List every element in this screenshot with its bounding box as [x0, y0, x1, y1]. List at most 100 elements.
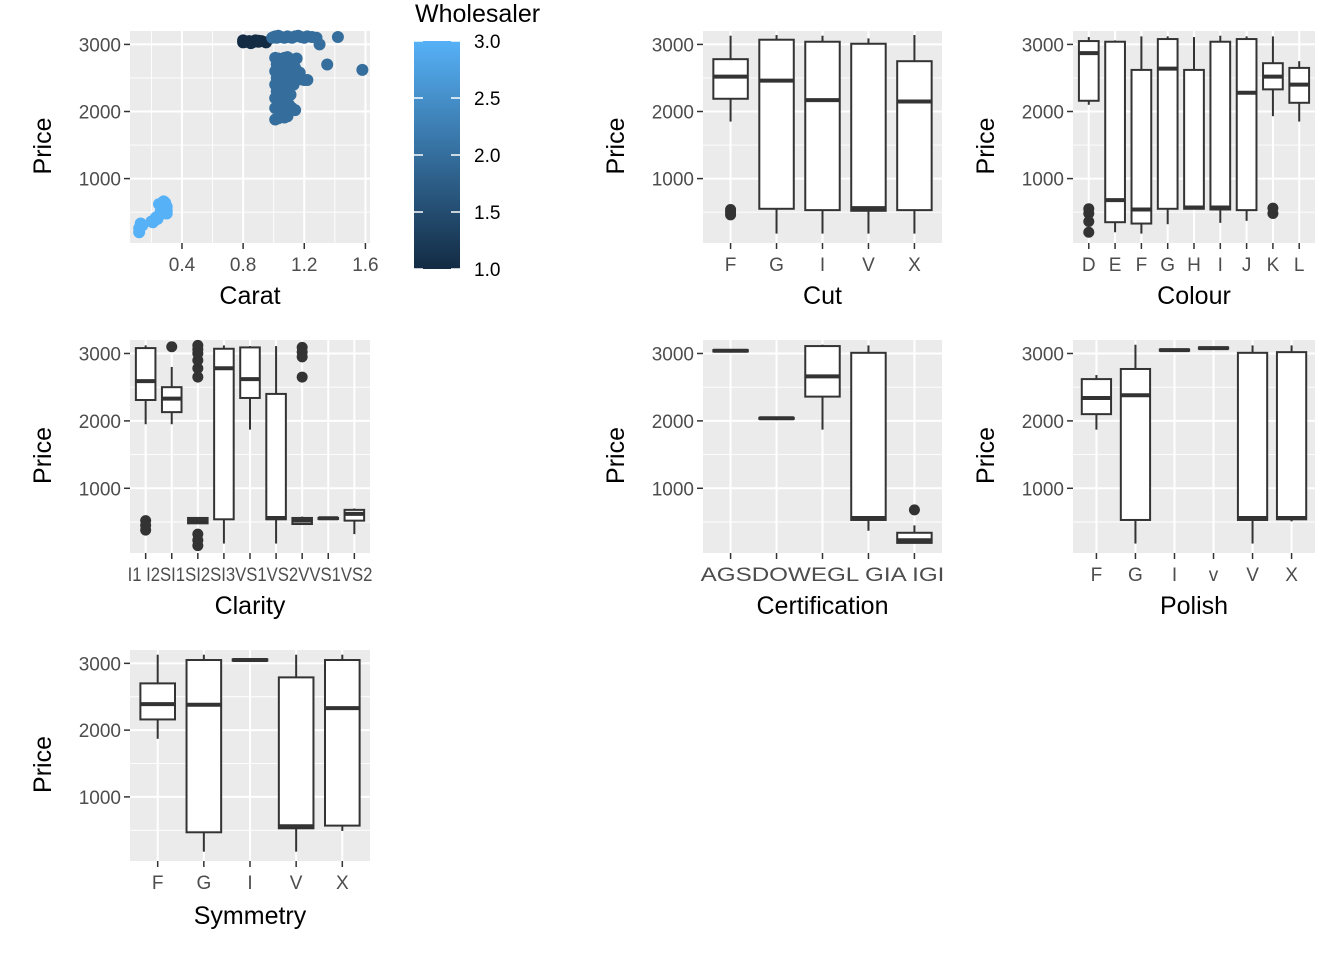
legend-tick-label: 1.5	[474, 203, 500, 224]
box-H	[1183, 37, 1205, 210]
x-tick-label: X	[908, 255, 921, 276]
y-tick-label: 1000	[79, 479, 121, 500]
x-tick-label: I	[820, 255, 825, 276]
box-G	[1119, 344, 1152, 544]
box-iqr	[1119, 367, 1152, 521]
y-tick-label: 3000	[652, 344, 694, 365]
scatter-point	[252, 34, 265, 47]
box-F	[1130, 36, 1153, 234]
y-tick-label: 1000	[652, 479, 694, 500]
x-tick-label: I	[1218, 255, 1223, 276]
x-tick-label: J	[1242, 255, 1252, 276]
legend-tick-label: 2.5	[474, 89, 500, 110]
x-tick-label: V	[862, 255, 875, 276]
x-tick-label: G	[196, 873, 211, 894]
panel-clarity: 1000 2000 3000 I1 I2SI1SI2SI3VS1VS2VVS1VS2 C…	[29, 339, 373, 620]
box-iqr	[850, 42, 887, 212]
box-X	[324, 654, 361, 831]
box-F	[712, 35, 749, 221]
y-tick-label: 3000	[79, 654, 121, 675]
y-axis-title: Price	[602, 427, 630, 484]
box-v	[1197, 346, 1230, 351]
box-G	[185, 654, 223, 852]
x-tick-label: X	[336, 873, 349, 894]
box-iqr	[1104, 40, 1126, 224]
outlier-point	[296, 371, 308, 383]
box-iqr	[804, 40, 841, 212]
box-iqr	[1183, 68, 1205, 210]
box-iqr	[277, 676, 315, 830]
box-AGS	[712, 348, 749, 353]
x-tick-label: 1.2	[291, 255, 317, 276]
box-iqr	[804, 345, 841, 398]
y-axis-title: Price	[29, 427, 57, 484]
box-iqr	[1077, 40, 1100, 102]
outlier-point	[908, 504, 920, 516]
box-SI3	[239, 346, 261, 430]
legend-tick-label: 3.0	[474, 32, 500, 53]
outlier-point	[1083, 226, 1095, 238]
y-tick-label: 1000	[652, 170, 694, 191]
box-K	[1262, 36, 1284, 219]
x-tick-labels: AGSDOWEGL GIA IGI	[701, 565, 945, 586]
x-tick-label: 1.6	[352, 255, 378, 276]
y-tick-label: 2000	[652, 103, 694, 124]
y-tick-label: 1000	[79, 788, 121, 809]
box-EGL	[804, 344, 841, 430]
outlier-point	[725, 203, 737, 215]
y-tick-label: 1000	[1022, 170, 1064, 191]
y-tick-label: 2000	[1022, 103, 1064, 124]
scatter-point	[313, 38, 326, 51]
y-tick-label: 3000	[652, 35, 694, 56]
box-IGI	[896, 504, 933, 544]
scatter-point	[331, 31, 344, 44]
y-axis-title: Price	[972, 427, 1000, 484]
box-VVS1	[317, 516, 340, 521]
legend-tick-label: 1.0	[474, 260, 500, 281]
box-X	[1275, 345, 1308, 522]
scatter-point	[301, 73, 314, 86]
box-iqr	[185, 659, 223, 834]
x-axis-title: Symmetry	[194, 902, 307, 930]
box-iqr	[758, 38, 795, 210]
x-tick-label: I	[1172, 565, 1177, 586]
panel-colour: 1000 2000 3000 D E F G H I J K L Colour Price	[972, 31, 1315, 310]
box-iqr	[896, 531, 933, 544]
x-axis-title: Polish	[1160, 592, 1228, 620]
box-iqr	[1235, 38, 1258, 212]
panel-symmetry: 1000 2000 3000 F G I V X Symmetry Price	[29, 650, 370, 930]
panel-cut: 1000 2000 3000 F G I V X Cut Price	[602, 31, 942, 310]
x-tick-labels: I1 I2SI1SI2SI3VS1VS2VVS1VS2	[128, 565, 373, 586]
box-VS2	[291, 341, 313, 526]
scatter-point	[286, 71, 299, 84]
outlier-point	[166, 341, 178, 353]
x-tick-label: H	[1187, 255, 1201, 276]
y-tick-label: 2000	[652, 412, 694, 433]
scatter-point	[356, 63, 369, 76]
box-I	[231, 658, 269, 663]
y-tick-label: 1000	[1022, 479, 1064, 500]
y-tick-label: 1000	[79, 170, 121, 191]
y-axis-title: Price	[29, 118, 57, 175]
x-tick-label: K	[1267, 255, 1280, 276]
x-tick-label: 0.8	[230, 255, 256, 276]
box-GIA	[850, 345, 887, 531]
box-SI1	[187, 339, 209, 552]
y-tick-label: 3000	[1022, 344, 1064, 365]
box-iqr	[239, 346, 261, 399]
x-tick-label: L	[1294, 255, 1305, 276]
box-I	[1209, 35, 1232, 223]
outlier-point	[296, 341, 308, 353]
y-axis-title: Price	[29, 736, 57, 793]
box-iqr	[265, 392, 287, 521]
box-I2	[160, 341, 183, 425]
y-tick-label: 2000	[1022, 412, 1064, 433]
x-axis-title: Colour	[1157, 282, 1231, 310]
x-tick-label: G	[769, 255, 784, 276]
outlier-point	[192, 339, 204, 351]
scatter-point	[136, 219, 149, 232]
legend: Wholesaler 1.0 1.5 2.0 2.5 3.0	[414, 0, 540, 281]
x-tick-label: v	[1209, 565, 1219, 586]
box-V	[1236, 345, 1269, 544]
